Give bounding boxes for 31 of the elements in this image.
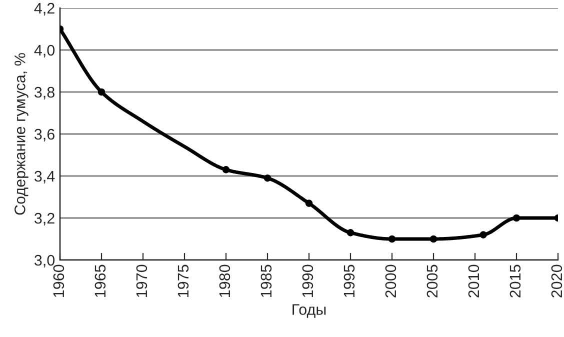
point (512, 214, 520, 222)
point (480, 231, 487, 238)
point (305, 200, 313, 207)
x-tick-label: 2005 (426, 264, 438, 298)
point (430, 235, 438, 243)
y-tick-label: 3,2 (34, 212, 54, 226)
point (222, 166, 230, 174)
y-tick-label: 4,2 (34, 2, 54, 16)
y-tick-label: 3,4 (34, 170, 55, 184)
x-tick-label: 1965 (94, 264, 106, 297)
point (98, 88, 106, 96)
x-tick-label: 2010 (468, 264, 480, 298)
point (264, 174, 272, 182)
y-tick-label: 3,8 (34, 86, 54, 100)
x-tick-label: 1975 (178, 264, 189, 297)
y-tick-label: 3,6 (34, 128, 54, 142)
y-axis-title: Содержание гумуса, % (14, 53, 28, 215)
x-tick-label: 1990 (302, 264, 314, 297)
x-tick-label: 2015 (510, 264, 521, 298)
y-tick-label: 3,0 (34, 254, 55, 268)
point (346, 229, 354, 236)
x-tick-label: 1980 (219, 264, 230, 297)
point (388, 235, 396, 243)
x-tick-label: 2000 (385, 264, 396, 298)
x-tick-label: 1960 (53, 264, 64, 297)
x-axis-title: Годы (292, 304, 326, 318)
x-tick-label: 1970 (136, 264, 148, 297)
x-tick-label: 2020 (551, 264, 562, 298)
x-tick-label: 1985 (260, 264, 272, 297)
y-tick-label: 4,0 (34, 44, 55, 58)
x-tick-label: 1995 (344, 264, 355, 297)
